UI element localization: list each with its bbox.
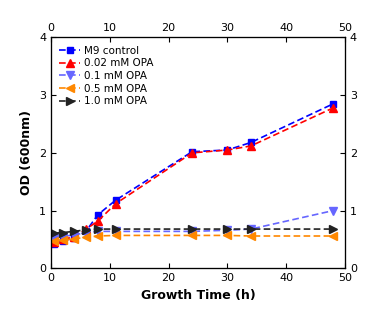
0.02 mM OPA [96, 219, 100, 223]
1.0 mM OPA [113, 227, 118, 231]
0.02 mM OPA [51, 241, 56, 244]
M9 control [249, 141, 253, 144]
0.5 mM OPA [190, 234, 194, 237]
0.1 mM OPA [331, 209, 336, 212]
M9 control [84, 229, 89, 233]
M9 control [331, 102, 336, 106]
Line: 1.0 mM OPA: 1.0 mM OPA [50, 225, 338, 237]
1.0 mM OPA [51, 231, 56, 235]
0.1 mM OPA [190, 230, 194, 233]
M9 control [225, 148, 230, 152]
0.1 mM OPA [51, 236, 56, 240]
0.02 mM OPA [84, 227, 89, 231]
1.0 mM OPA [72, 230, 77, 233]
0.5 mM OPA [96, 234, 100, 238]
0.5 mM OPA [249, 234, 253, 238]
X-axis label: Growth Time (h): Growth Time (h) [141, 289, 255, 302]
0.02 mM OPA [113, 202, 118, 206]
Line: 0.1 mM OPA: 0.1 mM OPA [50, 207, 338, 242]
0.1 mM OPA [84, 231, 89, 234]
0.5 mM OPA [84, 235, 89, 239]
0.02 mM OPA [72, 235, 77, 238]
0.02 mM OPA [60, 238, 65, 241]
M9 control [96, 213, 100, 217]
1.0 mM OPA [60, 231, 65, 234]
M9 control [60, 239, 65, 242]
0.02 mM OPA [225, 148, 230, 152]
0.5 mM OPA [60, 238, 65, 242]
Y-axis label: OD (600nm): OD (600nm) [20, 110, 33, 195]
1.0 mM OPA [249, 227, 253, 231]
0.1 mM OPA [60, 235, 65, 238]
M9 control [190, 150, 194, 154]
Line: 0.02 mM OPA: 0.02 mM OPA [50, 104, 338, 246]
0.1 mM OPA [72, 233, 77, 237]
M9 control [113, 198, 118, 202]
Legend: M9 control, 0.02 mM OPA, 0.1 mM OPA, 0.5 mM OPA, 1.0 mM OPA: M9 control, 0.02 mM OPA, 0.1 mM OPA, 0.5… [56, 43, 157, 109]
M9 control [72, 236, 77, 240]
0.5 mM OPA [51, 239, 56, 243]
0.02 mM OPA [331, 106, 336, 110]
Line: M9 control: M9 control [51, 100, 337, 247]
0.5 mM OPA [72, 237, 77, 241]
1.0 mM OPA [225, 227, 230, 231]
0.1 mM OPA [225, 228, 230, 232]
0.02 mM OPA [190, 151, 194, 155]
1.0 mM OPA [84, 228, 89, 232]
1.0 mM OPA [331, 227, 336, 231]
0.5 mM OPA [113, 234, 118, 237]
0.1 mM OPA [113, 230, 118, 233]
M9 control [51, 242, 56, 246]
0.5 mM OPA [225, 234, 230, 237]
1.0 mM OPA [96, 227, 100, 231]
0.1 mM OPA [249, 227, 253, 231]
0.5 mM OPA [331, 234, 336, 238]
0.1 mM OPA [96, 230, 100, 233]
0.02 mM OPA [249, 144, 253, 148]
1.0 mM OPA [190, 227, 194, 231]
Line: 0.5 mM OPA: 0.5 mM OPA [50, 231, 338, 245]
